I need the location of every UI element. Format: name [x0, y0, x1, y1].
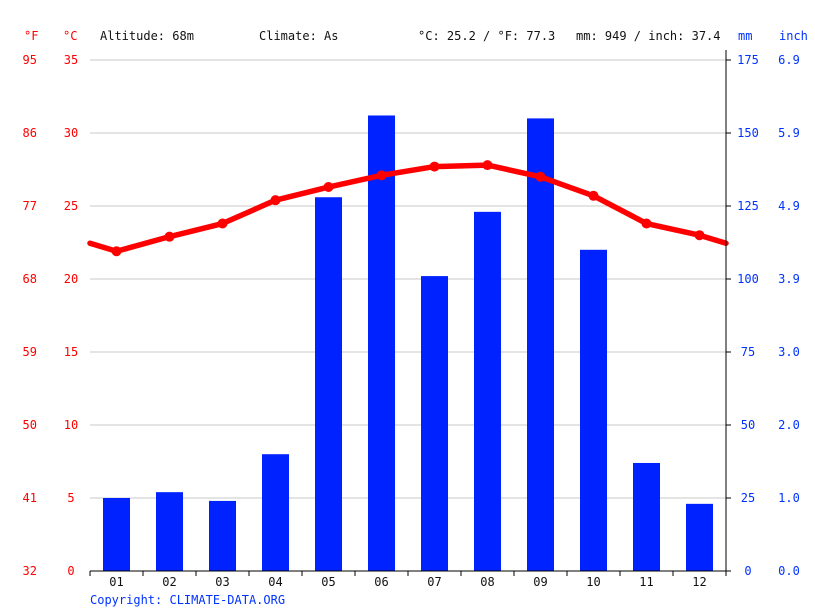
month-tick-label: 09 — [533, 575, 547, 589]
average-temperature-label: °C: 25.2 / °F: 77.3 — [418, 29, 555, 43]
unit-inch-label: inch — [779, 29, 808, 43]
precipitation-bar — [262, 454, 289, 571]
fahrenheit-tick-label: 41 — [23, 491, 37, 505]
precipitation-bar — [686, 503, 713, 571]
x-axis-ticks: 01 02 03 04 05 06 07 08 09 10 11 12 — [89, 571, 727, 589]
temperature-point — [641, 218, 652, 229]
celsius-tick-label: 20 — [64, 272, 78, 286]
left-axis-ticks: 32 0 41 5 50 10 59 15 68 20 77 25 86 30 95 35 — [23, 53, 79, 578]
precipitation-bar — [580, 249, 607, 572]
celsius-tick-label: 30 — [64, 126, 78, 140]
month-tick-label: 07 — [427, 575, 441, 589]
temperature-series-line — [87, 162, 729, 255]
inch-tick-label: 0.0 — [778, 564, 800, 578]
temperature-point — [694, 230, 705, 241]
month-tick-label: 06 — [374, 575, 388, 589]
month-tick-label: 12 — [692, 575, 706, 589]
precipitation-bar — [474, 211, 501, 571]
month-tick-label: 01 — [109, 575, 123, 589]
precipitation-bar — [209, 500, 236, 571]
celsius-tick-label: 10 — [64, 418, 78, 432]
celsius-tick-label: 0 — [67, 564, 74, 578]
precipitation-bar — [103, 498, 130, 571]
unit-fahrenheit-label: °F — [24, 29, 38, 43]
climate-label: Climate: As — [259, 29, 338, 43]
temperature-point — [429, 161, 440, 172]
temperature-point — [482, 160, 493, 171]
temperature-point — [588, 190, 599, 201]
mm-tick-label: 175 — [737, 53, 759, 67]
precipitation-bar — [633, 462, 660, 571]
precipitation-bar — [368, 115, 395, 571]
right-axis-ticks: 0 0.0 25 1.0 50 2.0 75 3.0 100 3.9 125 4.9 150 5.9 175… — [726, 53, 800, 578]
temperature-point — [164, 231, 175, 242]
fahrenheit-tick-label: 68 — [23, 272, 37, 286]
celsius-tick-label: 25 — [64, 199, 78, 213]
mm-tick-label: 125 — [737, 199, 759, 213]
month-tick-label: 11 — [639, 575, 653, 589]
fahrenheit-tick-label: 32 — [23, 564, 37, 578]
month-tick-label: 08 — [480, 575, 494, 589]
total-precipitation-label: mm: 949 / inch: 37.4 — [576, 29, 721, 43]
altitude-label: Altitude: 68m — [100, 29, 194, 43]
fahrenheit-tick-label: 77 — [23, 199, 37, 213]
month-tick-label: 05 — [321, 575, 335, 589]
month-tick-label: 03 — [215, 575, 229, 589]
inch-tick-label: 2.0 — [778, 418, 800, 432]
fahrenheit-tick-label: 50 — [23, 418, 37, 432]
fahrenheit-tick-label: 59 — [23, 345, 37, 359]
unit-celsius-label: °C — [63, 29, 77, 43]
copyright-text: Copyright: CLIMATE-DATA.ORG — [90, 593, 285, 607]
celsius-tick-label: 35 — [64, 53, 78, 67]
mm-tick-label: 25 — [741, 491, 755, 505]
unit-mm-label: mm — [738, 29, 752, 43]
inch-tick-label: 1.0 — [778, 491, 800, 505]
temperature-point — [111, 246, 122, 257]
inch-tick-label: 4.9 — [778, 199, 800, 213]
temperature-line — [87, 160, 729, 257]
fahrenheit-tick-label: 95 — [23, 53, 37, 67]
temperature-point — [535, 171, 546, 182]
inch-tick-label: 3.0 — [778, 345, 800, 359]
celsius-tick-label: 15 — [64, 345, 78, 359]
month-tick-label: 10 — [586, 575, 600, 589]
mm-tick-label: 150 — [737, 126, 759, 140]
precipitation-bars — [103, 115, 713, 572]
temperature-point — [323, 182, 334, 193]
precipitation-bar — [527, 118, 554, 572]
fahrenheit-tick-label: 86 — [23, 126, 37, 140]
grid-lines — [90, 59, 726, 499]
celsius-tick-label: 5 — [67, 491, 74, 505]
mm-tick-label: 0 — [744, 564, 751, 578]
mm-tick-label: 75 — [741, 345, 755, 359]
precipitation-bar — [421, 276, 448, 571]
precipitation-bar — [315, 197, 342, 572]
temperature-point — [270, 195, 281, 206]
month-tick-label: 04 — [268, 575, 282, 589]
mm-tick-label: 100 — [737, 272, 759, 286]
mm-tick-label: 50 — [741, 418, 755, 432]
inch-tick-label: 3.9 — [778, 272, 800, 286]
temperature-point — [376, 170, 387, 181]
temperature-point — [217, 218, 228, 229]
inch-tick-label: 5.9 — [778, 126, 800, 140]
month-tick-label: 02 — [162, 575, 176, 589]
inch-tick-label: 6.9 — [778, 53, 800, 67]
precipitation-bar — [156, 492, 183, 571]
